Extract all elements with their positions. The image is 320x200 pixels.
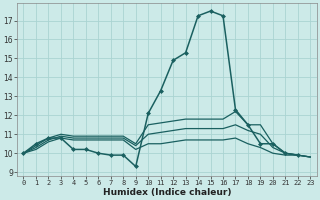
X-axis label: Humidex (Indice chaleur): Humidex (Indice chaleur) xyxy=(103,188,231,197)
